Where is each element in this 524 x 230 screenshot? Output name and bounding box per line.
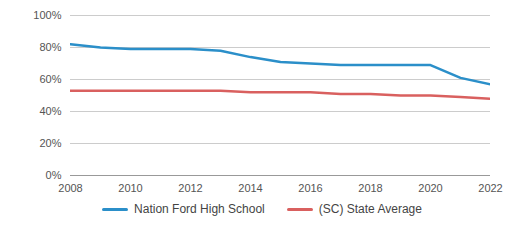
html-text:Nation Ford High School: Nation Ford High School [134, 202, 265, 216]
svg-text:2018: 2018 [358, 182, 382, 194]
svg-text:2020: 2020 [418, 182, 442, 194]
html-text:(SC) State Average: (SC) State Average [318, 202, 422, 216]
svg-text:2012: 2012 [178, 182, 202, 194]
svg-text:2016: 2016 [298, 182, 322, 194]
svg-text:2010: 2010 [118, 182, 142, 194]
svg-text:60%: 60% [39, 73, 61, 85]
svg-text:20%: 20% [39, 137, 61, 149]
svg-text:40%: 40% [39, 105, 61, 117]
svg-text:2014: 2014 [238, 182, 262, 194]
svg-text:2022: 2022 [478, 182, 502, 194]
svg-text:2008: 2008 [58, 182, 82, 194]
svg-text:80%: 80% [39, 41, 61, 53]
svg-text:0%: 0% [46, 169, 62, 181]
svg-text:100%: 100% [33, 9, 61, 21]
